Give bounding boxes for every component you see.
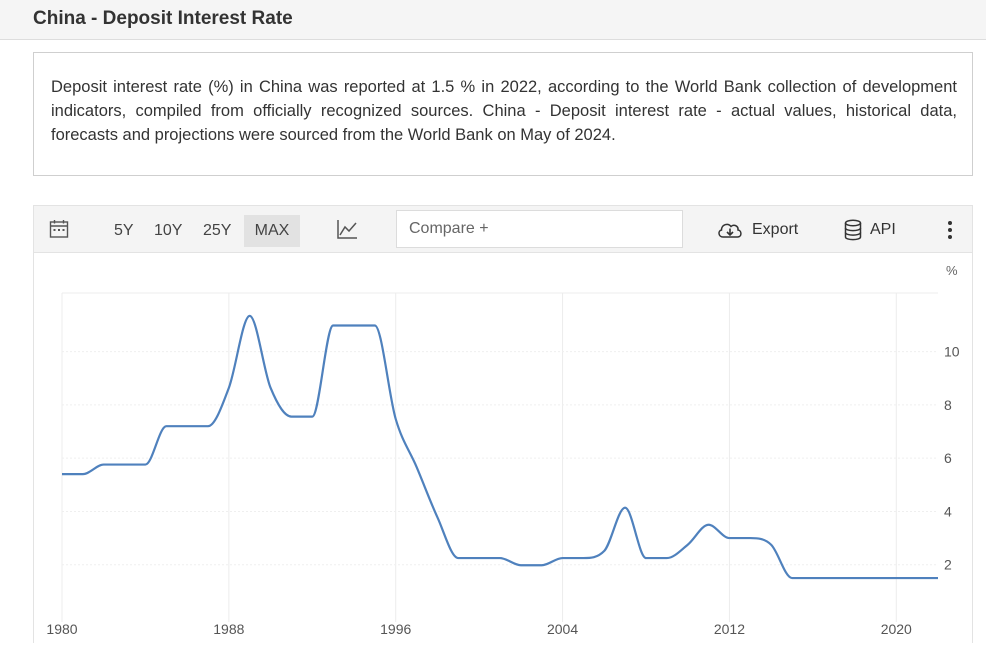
chart-area: 1980 1988 1996 2004 2012 2020 2 4 6 8 10%: [33, 253, 973, 643]
y-unit-label: %: [946, 263, 958, 278]
description-text: Deposit interest rate (%) in China was r…: [51, 78, 957, 144]
x-tick-label: 1996: [380, 621, 411, 637]
data-point[interactable]: [622, 505, 628, 511]
x-tick-label: 2012: [714, 621, 745, 637]
calendar-button[interactable]: [46, 216, 72, 242]
data-point[interactable]: [518, 562, 524, 568]
x-tick-label: 2004: [547, 621, 578, 637]
grid-lines: [61, 292, 938, 622]
data-point[interactable]: [852, 575, 858, 581]
x-tick-label: 2020: [881, 621, 912, 637]
data-point[interactable]: [643, 555, 649, 561]
database-icon: [844, 219, 862, 241]
data-point[interactable]: [810, 575, 816, 581]
data-point[interactable]: [288, 414, 294, 420]
y-tick-label: 8: [944, 397, 952, 413]
data-point[interactable]: [393, 416, 399, 422]
api-button[interactable]: API: [844, 215, 896, 245]
data-point[interactable]: [205, 423, 211, 429]
data-point[interactable]: [476, 555, 482, 561]
data-point[interactable]: [706, 522, 712, 528]
data-point[interactable]: [893, 575, 899, 581]
data-point[interactable]: [560, 555, 566, 561]
data-point[interactable]: [789, 575, 795, 581]
chart-type-button[interactable]: [334, 216, 360, 242]
data-point[interactable]: [497, 555, 503, 561]
more-options-button[interactable]: [940, 215, 960, 245]
x-tick-label: 1988: [213, 621, 244, 637]
data-point[interactable]: [184, 423, 190, 429]
data-point[interactable]: [101, 462, 107, 468]
line-chart-icon: [337, 220, 357, 239]
range-button-max[interactable]: MAX: [244, 215, 300, 247]
data-point[interactable]: [80, 471, 86, 477]
data-point[interactable]: [59, 471, 65, 477]
calendar-icon: [49, 220, 69, 238]
data-point[interactable]: [685, 542, 691, 548]
data-point[interactable]: [601, 548, 607, 554]
data-point[interactable]: [914, 575, 920, 581]
data-point[interactable]: [142, 462, 148, 468]
data-point[interactable]: [872, 575, 878, 581]
data-point[interactable]: [122, 462, 128, 468]
data-point[interactable]: [726, 535, 732, 541]
data-point[interactable]: [163, 423, 169, 429]
data-point[interactable]: [414, 464, 420, 470]
data-point[interactable]: [768, 542, 774, 548]
y-tick-label: 10: [944, 344, 960, 360]
data-point[interactable]: [455, 555, 461, 561]
data-point[interactable]: [747, 535, 753, 541]
page-title: China - Deposit Interest Rate: [33, 8, 293, 29]
export-button[interactable]: Export: [716, 215, 798, 245]
data-point[interactable]: [831, 575, 837, 581]
api-label: API: [870, 221, 896, 238]
cloud-download-icon: [718, 223, 742, 238]
series-layer: [59, 313, 941, 581]
data-point[interactable]: [935, 575, 941, 581]
series-line-0: [61, 314, 938, 580]
data-point[interactable]: [351, 323, 357, 329]
description-box: Deposit interest rate (%) in China was r…: [33, 52, 973, 176]
x-tick-label: 1980: [46, 621, 77, 637]
line-chart: 1980 1988 1996 2004 2012 2020 2 4 6 8 10%: [46, 263, 959, 637]
data-point[interactable]: [309, 414, 315, 420]
data-point[interactable]: [539, 562, 545, 568]
y-tick-label: 4: [944, 503, 952, 519]
compare-input[interactable]: [396, 210, 683, 248]
page-header: China - Deposit Interest Rate: [0, 0, 986, 40]
y-tick-label: 6: [944, 450, 952, 466]
data-point[interactable]: [330, 323, 336, 329]
tick-labels: 1980 1988 1996 2004 2012 2020 2 4 6 8 10%: [46, 263, 959, 637]
chart-toolbar: 5Y 10Y 25Y MAX Export API: [33, 205, 973, 253]
data-point[interactable]: [580, 555, 586, 561]
more-vertical-icon: [948, 221, 952, 239]
data-point[interactable]: [372, 323, 378, 329]
range-button-5y[interactable]: 5Y: [114, 222, 134, 239]
export-label: Export: [752, 221, 799, 238]
y-tick-label: 2: [944, 557, 952, 573]
data-point[interactable]: [247, 313, 253, 319]
range-button-10y[interactable]: 10Y: [154, 222, 183, 239]
data-point[interactable]: [226, 385, 232, 391]
data-point[interactable]: [268, 385, 274, 391]
data-point[interactable]: [434, 514, 440, 520]
range-button-25y[interactable]: 25Y: [203, 222, 232, 239]
data-point[interactable]: [664, 555, 670, 561]
